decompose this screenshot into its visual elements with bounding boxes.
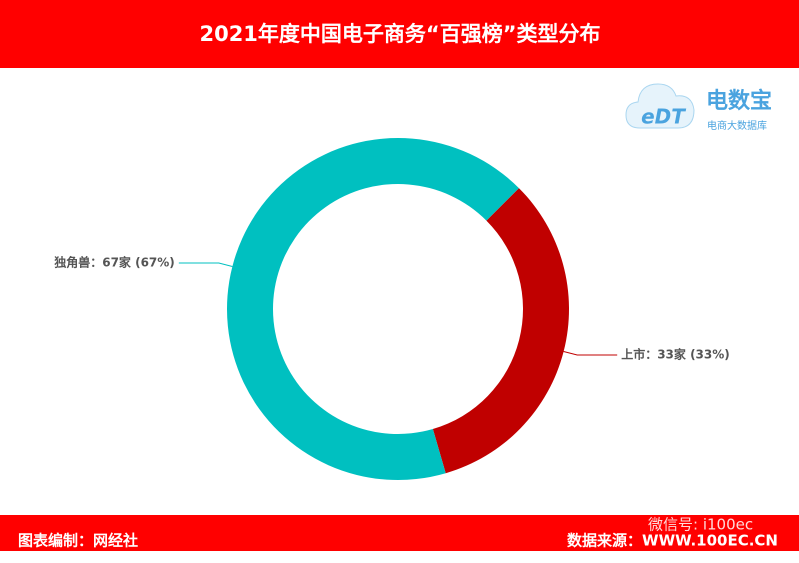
logo-mark: eDT	[641, 105, 686, 129]
donut-segment	[227, 137, 519, 481]
logo-cloud	[625, 83, 695, 129]
header-bar	[0, 0, 799, 68]
leader-line	[178, 262, 233, 267]
logo-sub: 电商大数据库	[707, 119, 767, 132]
watermark: 微信号: i100ec	[648, 516, 753, 534]
data-label: 上市：33家 (33%)	[621, 347, 730, 362]
logo-name: 电数宝	[706, 88, 772, 114]
leader-line	[563, 351, 618, 356]
donut-segment	[432, 188, 569, 474]
credit: 图表编制：网经社	[18, 532, 138, 550]
footer-bar	[0, 515, 799, 551]
source: 数据来源：WWW.100EC.CN	[567, 532, 778, 550]
chart-title: 2021年度中国电子商务“百强榜”类型分布	[199, 22, 600, 46]
data-label: 独角兽：67家 (67%)	[53, 254, 175, 269]
